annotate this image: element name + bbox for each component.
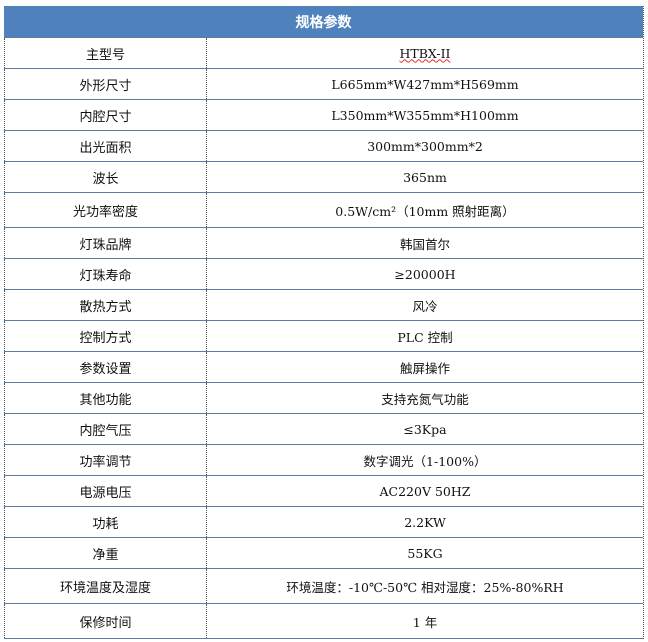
spec-value: AC220V 50HZ bbox=[379, 483, 471, 499]
spec-value: PLC 控制 bbox=[397, 329, 453, 345]
spec-value: ≥20000H bbox=[394, 266, 456, 282]
spec-label: 出光面积 bbox=[4, 131, 207, 161]
spec-value: L350mm*W355mm*H100mm bbox=[331, 107, 519, 123]
spec-value: HTBX-II bbox=[399, 45, 451, 61]
table-row: 灯珠品牌 韩国首尔 bbox=[4, 227, 643, 258]
spec-value: 365nm bbox=[403, 169, 447, 185]
spec-label: 灯珠品牌 bbox=[4, 228, 207, 258]
spec-value: 韩国首尔 bbox=[399, 236, 450, 252]
table-row: 电源电压 AC220V 50HZ bbox=[4, 475, 643, 506]
table-row: 波长 365nm bbox=[4, 161, 643, 192]
spec-label: 控制方式 bbox=[4, 321, 207, 351]
table-row: 环境温度及湿度 环境温度：-10℃-50℃ 相对湿度：25%-80%RH bbox=[4, 568, 643, 603]
table-row: 灯珠寿命 ≥20000H bbox=[4, 258, 643, 289]
spec-label: 保修时间 bbox=[4, 604, 207, 638]
table-row: 散热方式 风冷 bbox=[4, 289, 643, 320]
table-row: 保修时间 1 年 bbox=[4, 603, 643, 639]
spec-value: 2.2KW bbox=[404, 514, 446, 530]
spec-value: 风冷 bbox=[412, 298, 438, 314]
spec-label: 其他功能 bbox=[4, 383, 207, 413]
spec-label: 波长 bbox=[4, 162, 207, 192]
table-row: 光功率密度 0.5W/cm²（10mm 照射距离） bbox=[4, 192, 643, 227]
spec-label: 内腔尺寸 bbox=[4, 100, 207, 130]
table-row: 参数设置 触屏操作 bbox=[4, 351, 643, 382]
spec-table: 规格参数 主型号 HTBX-II 外形尺寸 L665mm*W427mm*H569mm 内… bbox=[4, 6, 644, 639]
spec-label: 灯珠寿命 bbox=[4, 259, 207, 289]
table-row: 主型号 HTBX-II bbox=[4, 37, 643, 68]
spec-label: 功率调节 bbox=[4, 445, 207, 475]
table-row: 其他功能 支持充氮气功能 bbox=[4, 382, 643, 413]
spec-label: 外形尺寸 bbox=[4, 69, 207, 99]
spec-label: 散热方式 bbox=[4, 290, 207, 320]
spec-label: 净重 bbox=[4, 538, 207, 568]
spec-label: 电源电压 bbox=[4, 476, 207, 506]
spec-value: 1 年 bbox=[412, 614, 438, 630]
spec-value: ≤3Kpa bbox=[403, 421, 447, 437]
spec-value: 300mm*300mm*2 bbox=[367, 138, 483, 154]
spec-label: 环境温度及湿度 bbox=[4, 569, 207, 603]
spec-label: 功耗 bbox=[4, 507, 207, 537]
spec-value: 触屏操作 bbox=[399, 360, 450, 376]
table-row: 控制方式 PLC 控制 bbox=[4, 320, 643, 351]
spec-label: 主型号 bbox=[4, 38, 207, 68]
spec-value: 55KG bbox=[407, 545, 443, 561]
table-header: 规格参数 bbox=[4, 6, 643, 37]
spec-label: 光功率密度 bbox=[4, 193, 207, 227]
table-row: 功率调节 数字调光（1-100%） bbox=[4, 444, 643, 475]
table-row: 内腔气压 ≤3Kpa bbox=[4, 413, 643, 444]
spec-value: 环境温度：-10℃-50℃ 相对湿度：25%-80%RH bbox=[286, 579, 564, 595]
spec-value: 支持充氮气功能 bbox=[381, 391, 469, 407]
spec-value: 0.5W/cm²（10mm 照射距离） bbox=[335, 203, 515, 219]
table-row: 功耗 2.2KW bbox=[4, 506, 643, 537]
spec-value: L665mm*W427mm*H569mm bbox=[331, 76, 519, 92]
spec-value: 数字调光（1-100%） bbox=[363, 453, 487, 469]
spec-label: 参数设置 bbox=[4, 352, 207, 382]
table-row: 净重 55KG bbox=[4, 537, 643, 568]
table-row: 出光面积 300mm*300mm*2 bbox=[4, 130, 643, 161]
table-row: 内腔尺寸 L350mm*W355mm*H100mm bbox=[4, 99, 643, 130]
table-row: 外形尺寸 L665mm*W427mm*H569mm bbox=[4, 68, 643, 99]
spec-label: 内腔气压 bbox=[4, 414, 207, 444]
